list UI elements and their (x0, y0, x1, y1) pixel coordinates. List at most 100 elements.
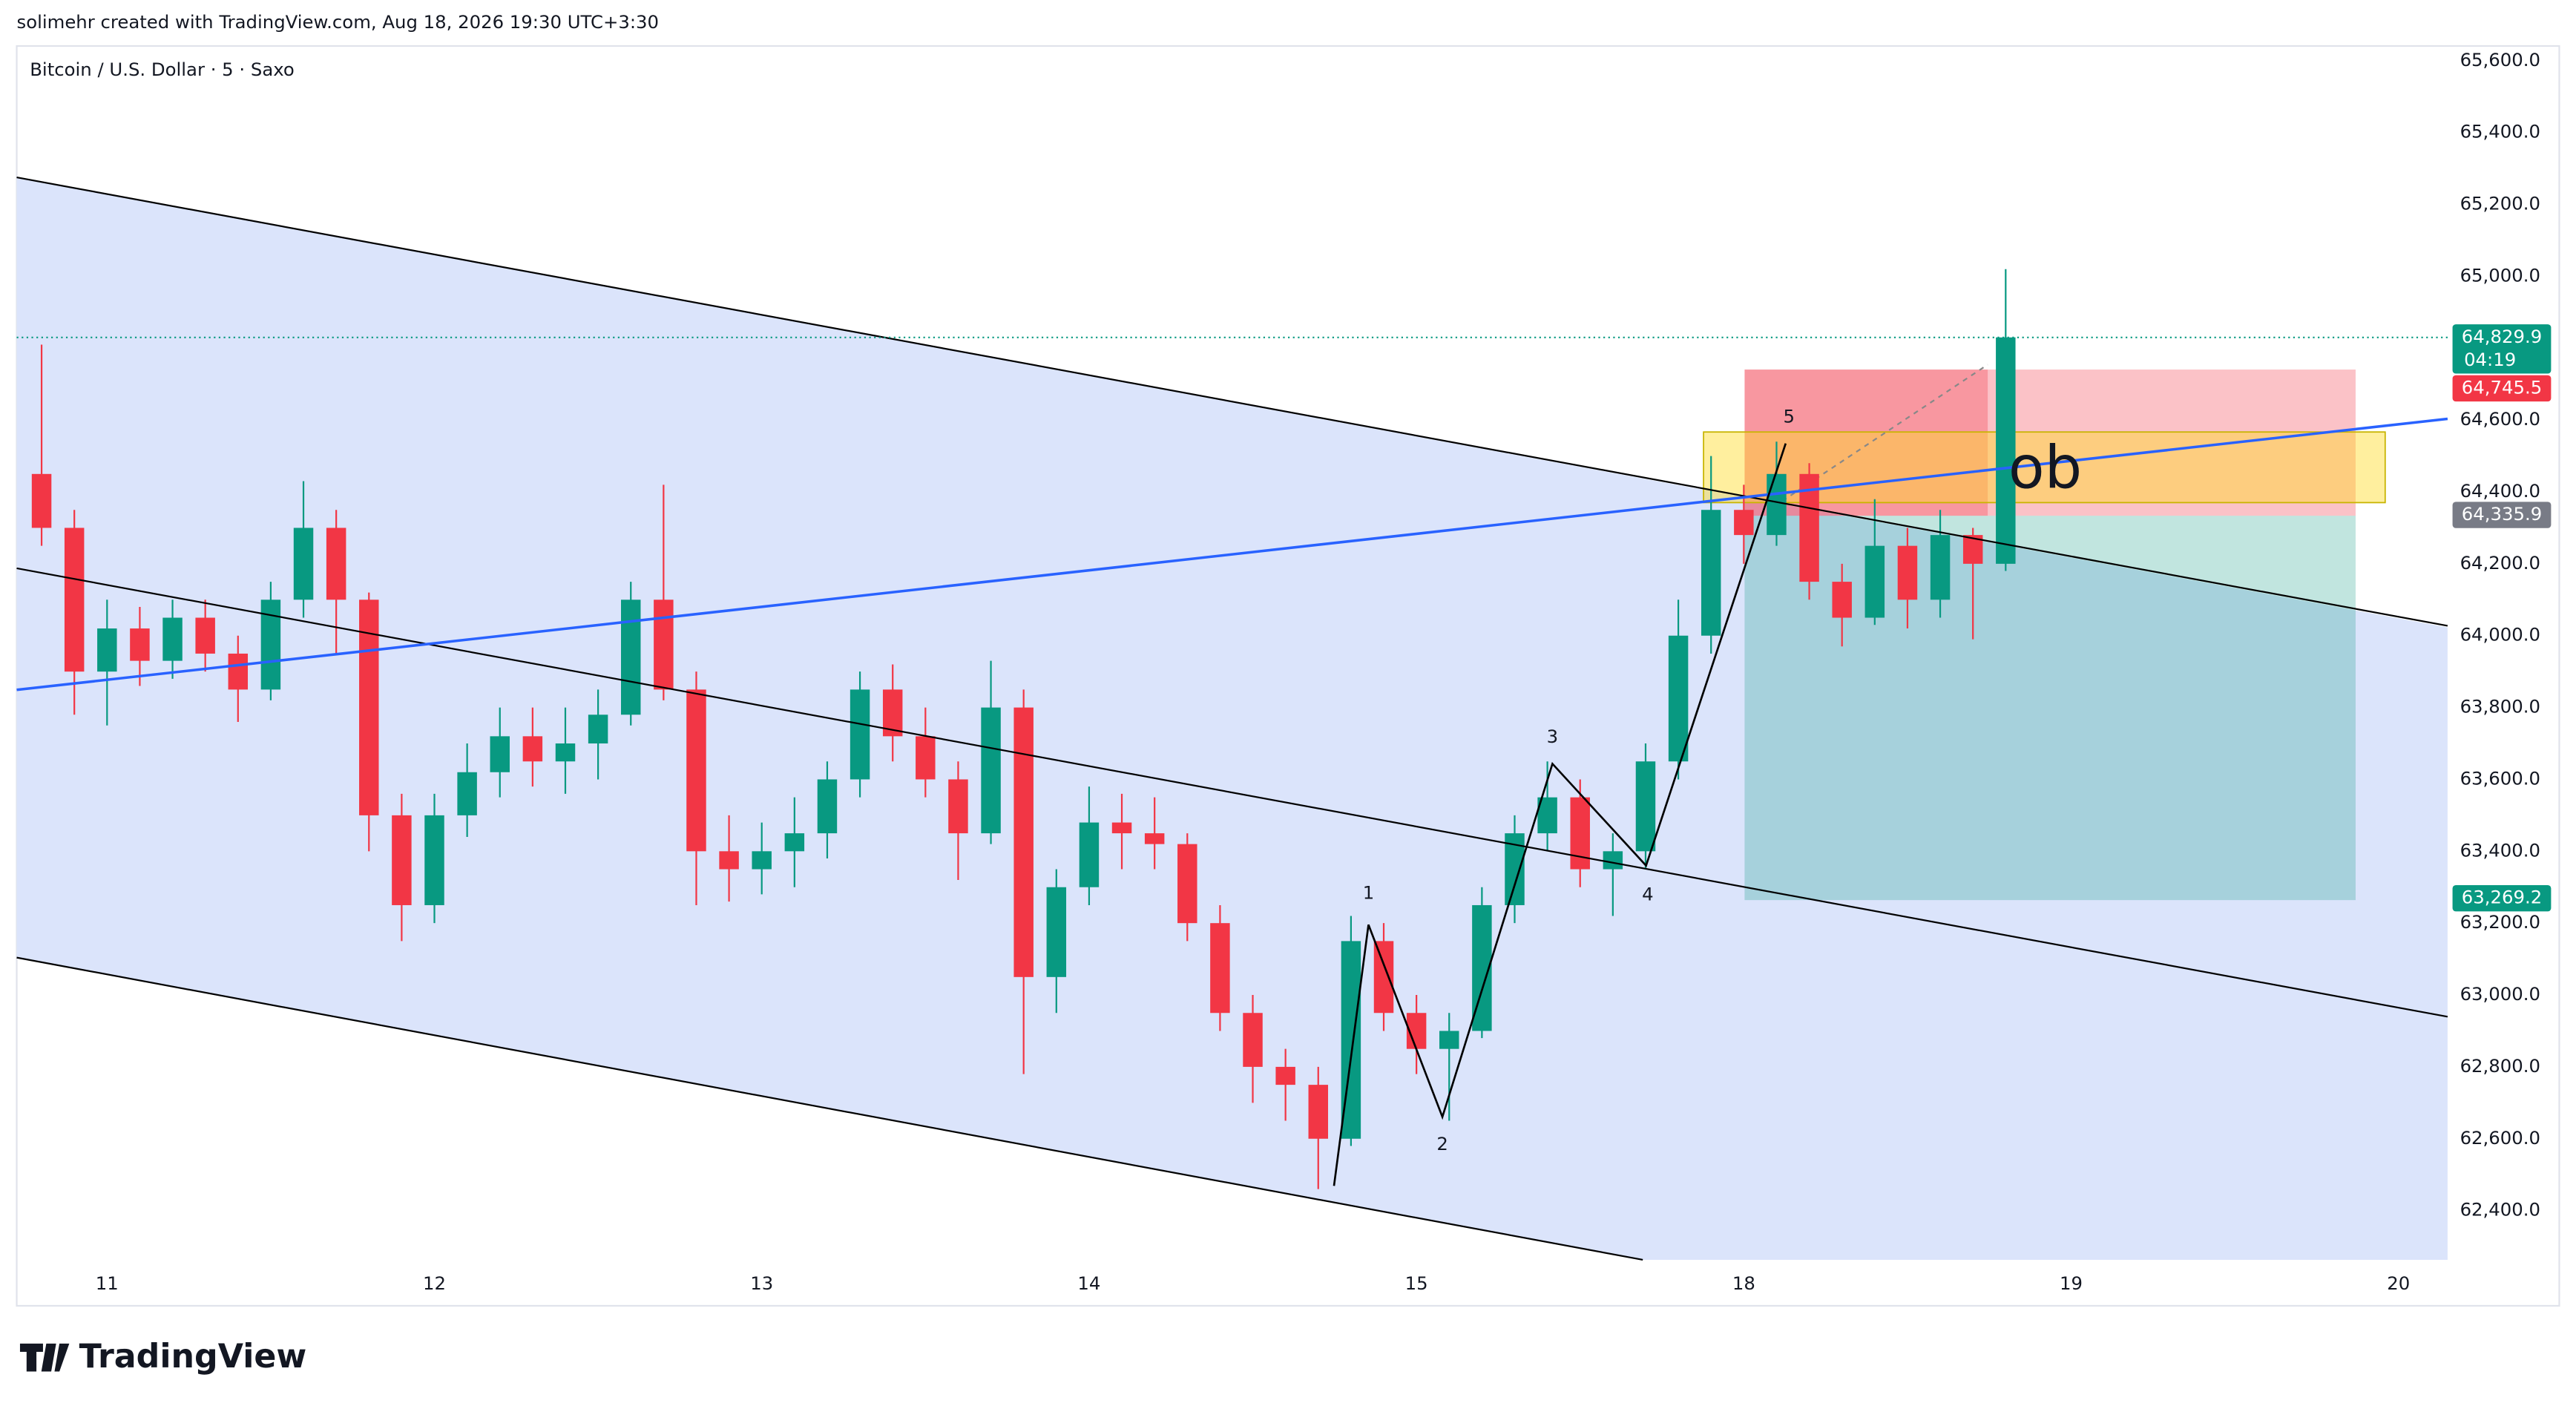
y-tick-label: 63,600.0 (2460, 767, 2540, 789)
candle-body (1767, 473, 1787, 536)
candle-body (1144, 833, 1165, 844)
price-tag-label: 63,269.2 (2462, 887, 2542, 908)
price-tag-label: 64,745.5 (2462, 376, 2542, 398)
candle-body (1930, 535, 1951, 600)
countdown: 04:19 (2464, 349, 2516, 370)
candle-body (784, 833, 805, 852)
y-tick-label: 63,000.0 (2460, 983, 2540, 1005)
candle-body (817, 779, 838, 834)
candle-body (392, 815, 412, 905)
candle-body (1864, 545, 1885, 618)
candle-body (981, 707, 1001, 834)
candle-body (1603, 851, 1623, 870)
candle-body (1177, 844, 1197, 924)
candle-body (359, 599, 379, 815)
price-tag-label: 64,335.9 (2462, 503, 2542, 525)
candle-body (1734, 510, 1754, 536)
x-tick-label: 19 (2060, 1272, 2083, 1294)
y-tick-label: 62,400.0 (2460, 1199, 2540, 1221)
channel-lower (16, 956, 1643, 1261)
x-tick-label: 20 (2387, 1272, 2410, 1294)
candle-body (293, 528, 314, 600)
trend-line (16, 417, 2448, 691)
candle-body (1079, 822, 1100, 887)
price-tag (2452, 324, 2552, 374)
wave-label: 2 (1436, 1133, 1448, 1154)
candle-body (1668, 635, 1689, 762)
candle-body (1701, 510, 1721, 636)
x-tick-label: 13 (750, 1272, 773, 1294)
wave-label: 4 (1642, 884, 1654, 905)
y-tick-label: 64,000.0 (2460, 624, 2540, 645)
candle-body (326, 528, 346, 600)
candle-body (130, 628, 150, 661)
candle-body (228, 653, 249, 690)
logo: TradingView (19, 1338, 307, 1376)
candle-body (1996, 337, 2016, 564)
candle-body (1308, 1085, 1329, 1139)
x-tick-label: 11 (96, 1272, 119, 1294)
candle-body (588, 715, 608, 744)
candle-body (457, 772, 477, 815)
candle-body (719, 851, 739, 870)
y-tick-label: 65,000.0 (2460, 264, 2540, 286)
logo-icon (19, 1343, 70, 1372)
price-tag (2452, 375, 2552, 402)
channel-middle (16, 567, 2448, 1018)
stop-zone (1744, 369, 2356, 516)
candle-body (752, 851, 772, 870)
y-tick-label: 65,200.0 (2460, 193, 2540, 214)
candle-body (1013, 707, 1034, 977)
channel-upper (16, 177, 2448, 627)
x-tick-label: 15 (1405, 1272, 1428, 1294)
candle-body (620, 599, 641, 715)
wave-line (1333, 443, 1787, 1186)
x-tick-label: 18 (1732, 1272, 1755, 1294)
candle-body (162, 617, 183, 661)
y-tick-label: 65,400.0 (2460, 121, 2540, 142)
y-tick-label: 63,200.0 (2460, 911, 2540, 933)
y-tick-label: 63,800.0 (2460, 696, 2540, 717)
price-tag-label: 64,829.9 (2462, 326, 2542, 347)
candle-body (1897, 545, 1918, 600)
channel-fill (16, 177, 2448, 1260)
wave-label: 1 (1363, 881, 1375, 903)
y-tick-label: 64,200.0 (2460, 552, 2540, 574)
candle-body (424, 815, 444, 905)
candle-body (1046, 887, 1067, 977)
candle-body (490, 736, 510, 772)
price-tag (2452, 884, 2552, 912)
wave-label: 5 (1783, 405, 1795, 427)
candle-body (522, 736, 543, 762)
candle-body (1439, 1031, 1459, 1049)
candle-body (97, 628, 117, 672)
y-tick-label: 63,400.0 (2460, 839, 2540, 861)
candle-body (916, 736, 936, 780)
candle-body (850, 689, 870, 780)
price-tag (2452, 502, 2552, 528)
candle-body (1243, 1013, 1263, 1067)
candle-body (195, 617, 215, 654)
candle-body (1111, 822, 1132, 834)
candle-body (64, 528, 85, 672)
candle-body (948, 779, 968, 834)
candle-body (1275, 1066, 1295, 1085)
x-tick-label: 14 (1077, 1272, 1100, 1294)
candle-body (686, 689, 706, 852)
chart-title: Bitcoin / U.S. Dollar · 5 · Saxo (30, 59, 295, 80)
candle-body (654, 599, 674, 690)
candle-body (31, 473, 52, 528)
credit: solimehr created with TradingView.com, A… (17, 11, 660, 33)
y-tick-label: 65,600.0 (2460, 49, 2540, 70)
target-zone (1744, 516, 2356, 901)
brand: TradingView (79, 1338, 307, 1376)
ob-label: ob (2008, 433, 2082, 502)
y-tick-label: 62,600.0 (2460, 1127, 2540, 1149)
candle-body (555, 743, 576, 762)
y-tick-label: 64,600.0 (2460, 408, 2540, 430)
y-tick-label: 64,400.0 (2460, 480, 2540, 502)
candle-body (1635, 761, 1656, 852)
candle-body (1210, 923, 1230, 1014)
wave-label: 3 (1547, 726, 1559, 747)
